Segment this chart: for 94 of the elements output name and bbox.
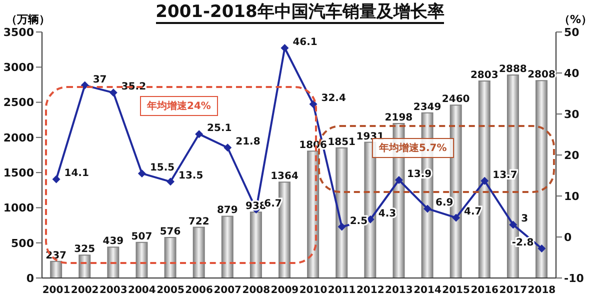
- data-label: 1364: [270, 171, 298, 182]
- y-tick-label: 2000: [3, 131, 34, 144]
- bar: [536, 80, 548, 278]
- bar: [136, 242, 148, 278]
- x-tick-label: 2017: [499, 285, 528, 296]
- point: [509, 220, 518, 229]
- point: [224, 144, 232, 152]
- data-label: 2349: [413, 102, 442, 113]
- point: [338, 222, 346, 231]
- bar: [107, 246, 120, 278]
- bar: [164, 237, 176, 278]
- x-tick-label: 2015: [442, 285, 470, 296]
- point: [80, 81, 89, 90]
- data-label: 25.1: [207, 123, 232, 134]
- data-label: 32.4: [321, 93, 346, 104]
- data-label: 46.1: [292, 36, 318, 48]
- x-tick-label: 2001: [42, 285, 70, 296]
- point: [309, 100, 318, 108]
- data-label: 37: [92, 74, 107, 86]
- x-tick-label: 2007: [214, 285, 242, 296]
- x-tick-label: 2010: [299, 285, 328, 296]
- y-tick-label: 1000: [3, 202, 34, 215]
- data-label: 2198: [384, 112, 413, 124]
- data-label: -2.8: [512, 237, 534, 248]
- bar: [250, 212, 262, 278]
- annotation: 年均增速24%: [140, 96, 218, 116]
- data-label: 2460: [442, 94, 470, 106]
- bar: [50, 260, 62, 278]
- data-label: 3: [521, 214, 528, 225]
- x-tick-label: 2005: [156, 285, 184, 296]
- point: [109, 88, 118, 97]
- data-label: 325: [74, 244, 96, 256]
- data-label: 21.8: [236, 136, 260, 148]
- data-label: 4.7: [464, 206, 482, 218]
- x-tick-label: 2018: [528, 285, 556, 296]
- y-tick-label: 2500: [3, 96, 34, 110]
- y2-tick-label: 30: [564, 108, 580, 121]
- point: [538, 244, 546, 252]
- data-label: 576: [160, 226, 181, 238]
- x-tick-label: 2006: [185, 285, 214, 296]
- bar: [221, 216, 234, 278]
- y-tick-label: 0: [26, 272, 34, 285]
- point: [394, 176, 403, 184]
- y2-tick-label: 20: [564, 148, 580, 162]
- chart-title: 2001-2018年中国汽车销量及增长率: [156, 2, 444, 24]
- data-label: 879: [216, 205, 238, 216]
- data-label: 722: [188, 216, 210, 228]
- data-label: 2888: [499, 64, 527, 76]
- x-tick-label: 2012: [356, 285, 384, 296]
- x-tick-label: 2011: [328, 285, 356, 296]
- bar: [192, 226, 205, 278]
- y2-tick-label: 50: [564, 26, 580, 39]
- y-tick-label: 500: [11, 236, 34, 250]
- x-tick-label: 2002: [70, 285, 99, 296]
- x-tick-label: 2009: [270, 285, 299, 296]
- bar: [78, 254, 91, 278]
- y2-tick-label: 0: [564, 230, 572, 244]
- x-tick-label: 2013: [385, 285, 413, 296]
- data-label: 6.7: [264, 198, 282, 210]
- y2-tick-label: 10: [564, 190, 580, 203]
- data-label: 4.3: [378, 208, 396, 220]
- point: [424, 204, 432, 213]
- point: [138, 169, 146, 178]
- bar: [336, 147, 348, 278]
- x-tick-label: 2014: [414, 285, 442, 296]
- x-tick-label: 2004: [128, 285, 156, 296]
- data-label: 507: [131, 231, 152, 242]
- x-tick-label: 2016: [470, 285, 499, 296]
- y-tick-label: 3500: [3, 26, 34, 39]
- data-label: 439: [102, 236, 124, 248]
- data-label: 13.9: [406, 169, 432, 180]
- data-label: 14.1: [64, 168, 89, 180]
- y2-tick-label: 40: [564, 66, 580, 80]
- x-tick-label: 2008: [242, 285, 270, 296]
- x-tick-label: 2003: [99, 285, 128, 296]
- y2-axis-title: （%）: [558, 12, 592, 27]
- point: [480, 176, 489, 185]
- data-label: 6.9: [436, 198, 454, 209]
- point: [166, 178, 174, 186]
- point: [52, 175, 60, 184]
- point: [280, 44, 289, 52]
- y-tick-label: 1500: [3, 166, 34, 180]
- y-tick-label: 3000: [3, 61, 34, 74]
- data-label: 2808: [528, 70, 556, 81]
- data-label: 13.5: [178, 170, 204, 182]
- data-label: 13.7: [492, 170, 518, 181]
- point: [452, 214, 460, 222]
- data-label: 15.5: [150, 162, 175, 174]
- point: [195, 130, 204, 138]
- y2-tick-label: -10: [564, 272, 584, 285]
- annotation: 年均增速5.7%: [379, 143, 447, 154]
- data-label: 2803: [470, 70, 498, 81]
- y-axis-title: （万辆）: [6, 12, 50, 27]
- data-label: 1851: [328, 136, 356, 148]
